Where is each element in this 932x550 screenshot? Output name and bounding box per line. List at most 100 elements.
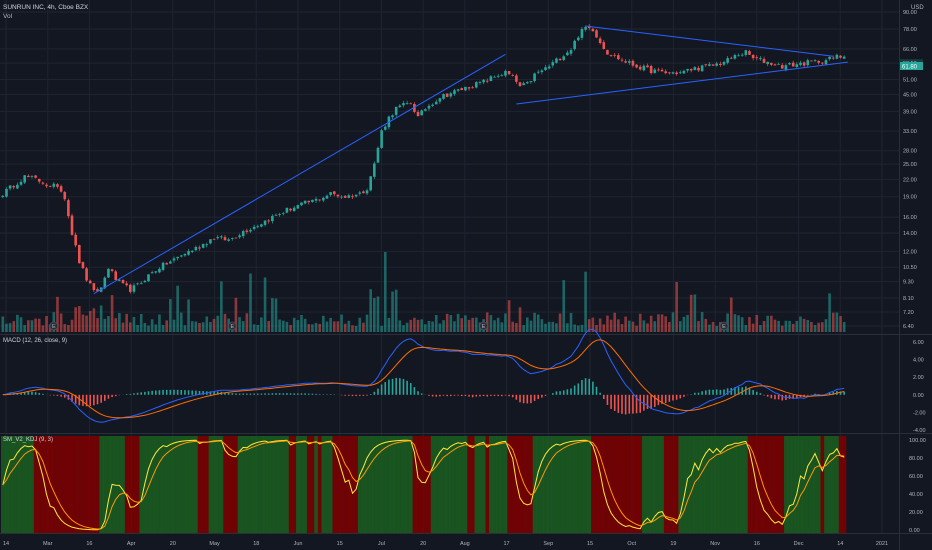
kdj-band [605,436,610,533]
candle-body [729,57,733,59]
candle-body [810,60,813,62]
candle-body [580,29,584,38]
candle-body [569,50,573,54]
volume-bar [413,317,416,332]
candle-body [533,73,536,82]
volume-bar [740,317,744,332]
earnings-marker-circle [49,321,59,331]
time-tick-label: Mar [43,541,53,547]
time-tick-label: 15 [337,541,343,547]
kdj-band [685,436,690,533]
kdj-band [558,436,563,533]
volume-bar [733,314,737,332]
candle-body [653,69,657,73]
kdj-band [569,436,574,533]
volume-bar [711,321,715,332]
macd-label[interactable]: MACD (12, 26, close, 9) [3,338,67,344]
kdj-band [92,436,96,533]
volume-bar [471,317,474,332]
candle-body [591,28,595,32]
kdj-band [642,436,646,533]
kdj-band [215,436,220,533]
price-tick-label: 66.00 [903,47,917,53]
volume-bar [627,320,631,332]
volume-bar [529,320,533,332]
candle-body [373,163,376,177]
kdj-band [820,436,825,533]
time-axis[interactable]: 14 Mar 16 Apr 20 May 18 Jun 15 Jul 20 Aug 17 Sep 15 Oct… [3,541,888,547]
candle-body [813,59,817,61]
candle-body [566,52,569,56]
volume-bar [467,319,471,332]
volume-bar [704,318,708,332]
candle-body [595,30,598,38]
candle-body [420,110,423,116]
trendlines[interactable] [93,25,848,295]
volume-bar [380,325,383,332]
candle-body [602,42,606,50]
kdj-band [827,436,832,533]
candle-body [511,74,515,76]
price-tick-label: 12.00 [903,249,917,255]
symbol-title[interactable]: SUNRUN INC, 4h, Cboe BZX [3,4,89,11]
volume-bar [278,319,281,332]
kdj-band [747,436,752,533]
candle-body [249,229,252,232]
candle-body [678,72,682,74]
kdj-band [656,436,661,533]
volume-bar [821,322,824,332]
kdj-band [795,436,799,533]
macd-axis[interactable]: 6.00 4.00 2.00 0.00 -2.00 -4.00 [913,340,926,434]
last-price-tag[interactable]: 61.80 [900,62,923,71]
volume-bar [678,321,682,332]
kdj-band [780,436,785,533]
candle-body [824,60,828,65]
kdj-band [259,436,264,533]
volume-bar [172,319,176,332]
kdj-axis[interactable]: 100.00 80.00 60.00 40.00 20.00 0.00 [909,438,926,534]
candle-body [81,262,85,269]
candle-body [125,283,128,286]
volume-bar [598,318,602,332]
volume-bar [489,315,493,332]
candle-body [398,105,402,108]
volume-bar [828,293,831,332]
kdj-band [292,436,297,533]
volume-bar [518,307,522,332]
kdj-band [303,436,308,533]
candle-body [132,285,136,292]
kdj-band [623,436,628,533]
volume-bar [464,315,467,332]
candle-body [30,176,34,178]
currency-label[interactable]: USD [911,5,924,11]
time-tick-label: Oct [627,541,636,547]
kdj-band [733,436,738,533]
candle-body [121,279,125,284]
candle-body [391,115,394,118]
volume-bar [442,320,445,332]
earnings-marker-label: E [482,324,486,330]
time-tick-label: 14 [837,541,843,547]
kdj-band [838,436,843,533]
kdj-band [711,436,716,533]
volume-bar [802,318,806,332]
volume-bar [806,320,810,332]
volume-bar [190,321,194,332]
volume-label[interactable]: Vol [3,13,13,20]
kdj-band [175,436,180,533]
volume-bar [365,314,369,332]
candle-body [802,62,806,66]
kdj-band [616,436,621,533]
candle-body [609,55,613,56]
volume-bar [351,325,354,332]
kdj-label[interactable]: SM_V2_KDJ (9, 3) [3,437,53,443]
kdj-band [390,436,395,533]
kdj-band [70,436,75,533]
kdj-tick-label: 100.00 [909,438,926,444]
volume-bar [773,319,777,332]
kdj-band [649,436,654,533]
candle-body [620,59,624,61]
volume-bar [631,321,635,332]
